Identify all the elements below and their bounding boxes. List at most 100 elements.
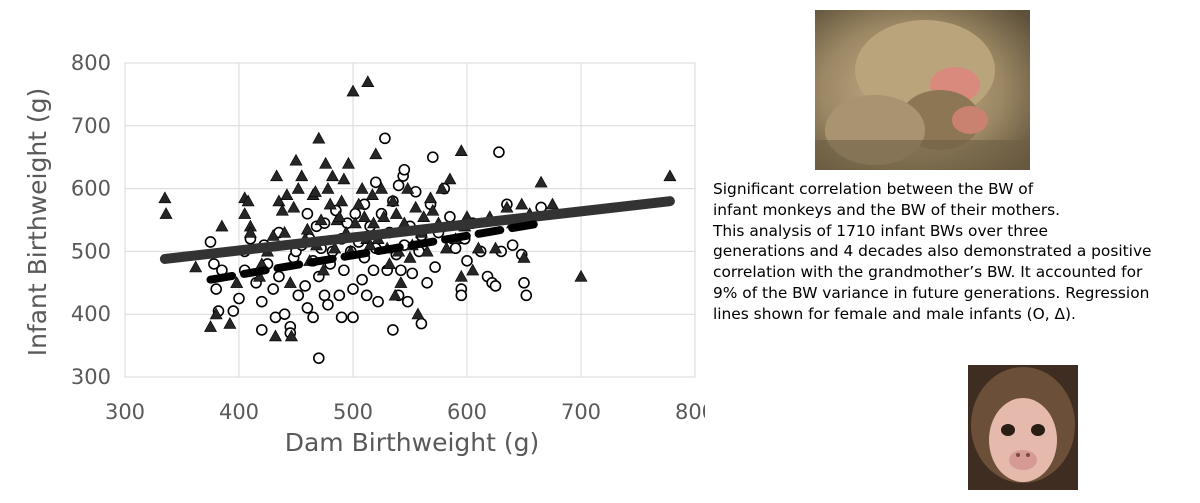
infant-monkey-photo: [968, 365, 1078, 490]
data-point-triangle: [403, 251, 417, 263]
data-point-circle: [372, 295, 384, 308]
data-point-triangle: [328, 241, 342, 254]
data-point-triangle: [361, 75, 375, 87]
data-point-triangle: [500, 200, 514, 213]
data-point-triangle: [209, 307, 223, 320]
data-point-triangle: [471, 241, 485, 254]
data-point-triangle: [159, 207, 173, 219]
data-point-circle: [322, 298, 334, 311]
data-point-triangle: [341, 156, 355, 169]
data-point-triangle: [215, 219, 229, 232]
data-point-circle: [406, 267, 419, 280]
data-point-triangle: [289, 153, 303, 166]
data-point-circle: [421, 276, 433, 289]
data-point-triangle: [158, 191, 172, 204]
caption-text: Significant correlation between the BW o…: [713, 179, 1193, 325]
data-point-circle: [429, 261, 441, 273]
data-point-triangle: [316, 263, 330, 276]
data-point-circle: [356, 273, 368, 286]
caption-line: generations and 4 decades also demonstra…: [713, 242, 1152, 261]
data-point-circle: [395, 264, 407, 277]
data-point-triangle: [355, 181, 369, 194]
data-point-triangle: [243, 225, 257, 238]
data-point-triangle: [284, 329, 298, 342]
caption-line: correlation with the grandmother’s BW. I…: [713, 263, 1143, 282]
data-point-triangle: [300, 222, 314, 235]
data-point-triangle: [454, 144, 468, 157]
y-tick-label: 300: [71, 365, 111, 389]
data-point-triangle: [466, 263, 480, 276]
data-point-circle: [318, 289, 331, 302]
mother-monkey-photo: [815, 10, 1030, 170]
data-point-triangle: [420, 244, 434, 257]
data-point-triangle: [283, 276, 297, 288]
data-point-triangle: [534, 175, 548, 188]
y-tick-label: 800: [71, 51, 111, 75]
caption-line: lines shown for female and male infants …: [713, 304, 1076, 323]
data-point-circle: [208, 258, 220, 270]
data-point-triangle: [439, 241, 453, 254]
x-tick-label: 400: [219, 400, 259, 424]
data-point-triangle: [321, 181, 335, 194]
data-point-circle: [455, 289, 468, 302]
data-point-circle: [338, 264, 350, 277]
caption-line: Significant correlation between the BW o…: [713, 180, 1034, 198]
data-point-triangle: [332, 210, 346, 222]
y-tick-label: 600: [71, 177, 111, 201]
data-point-triangle: [275, 203, 289, 216]
data-point-triangle: [238, 207, 252, 219]
data-point-triangle: [270, 169, 284, 182]
data-point-triangle: [314, 213, 328, 226]
data-point-circle: [367, 264, 380, 277]
x-axis-label: Dam Birthweight (g): [285, 428, 540, 457]
data-point-triangle: [389, 207, 403, 219]
data-point-triangle: [253, 269, 267, 282]
x-tick-label: 800: [675, 400, 705, 424]
y-tick-label: 400: [71, 302, 111, 326]
data-point-circle: [520, 289, 533, 302]
data-point-circle: [204, 236, 217, 248]
data-point-triangle: [337, 172, 351, 185]
data-point-circle: [312, 352, 325, 364]
data-point-circle: [227, 305, 240, 317]
data-point-circle: [360, 289, 373, 302]
scatter-chart: 300 400 500 600 700 800 300 400 500 600 700 800 Da…: [23, 51, 705, 457]
data-point-triangle: [346, 84, 360, 97]
data-point-triangle: [401, 181, 415, 194]
data-point-triangle: [663, 169, 677, 182]
data-point-triangle: [369, 147, 383, 160]
data-point-triangle: [365, 188, 379, 200]
data-point-triangle: [295, 169, 309, 182]
data-point-triangle: [574, 269, 588, 282]
data-point-triangle: [325, 169, 339, 182]
data-point-triangle: [230, 276, 244, 288]
x-tick-label: 300: [105, 400, 145, 424]
data-point-triangle: [266, 229, 280, 241]
data-point-triangle: [374, 181, 389, 194]
data-point-triangle: [323, 197, 337, 210]
data-point-triangle: [454, 269, 468, 282]
data-point-triangle: [488, 241, 503, 254]
data-point-triangle: [417, 210, 431, 222]
data-point-triangle: [443, 172, 457, 185]
data-point-circle: [301, 207, 314, 220]
data-point-triangle: [517, 251, 531, 263]
data-point-triangle: [291, 181, 305, 194]
data-point-circle: [255, 295, 268, 308]
data-point-circle: [387, 324, 399, 336]
data-point-circle: [301, 302, 314, 314]
data-point-triangle: [426, 203, 440, 216]
data-point-circle: [392, 179, 405, 192]
data-point-triangle: [388, 288, 402, 301]
data-point-circle: [415, 317, 428, 330]
data-point-triangle: [272, 194, 286, 207]
data-point-triangle: [367, 216, 381, 229]
data-point-circle: [255, 324, 268, 336]
data-point-circle: [489, 280, 502, 292]
data-point-triangle: [287, 200, 301, 213]
data-point-triangle: [308, 185, 322, 197]
x-tick-label: 700: [561, 400, 601, 424]
data-point-circle: [518, 276, 530, 289]
data-point-circle: [347, 311, 359, 324]
data-point-circle: [299, 280, 311, 292]
